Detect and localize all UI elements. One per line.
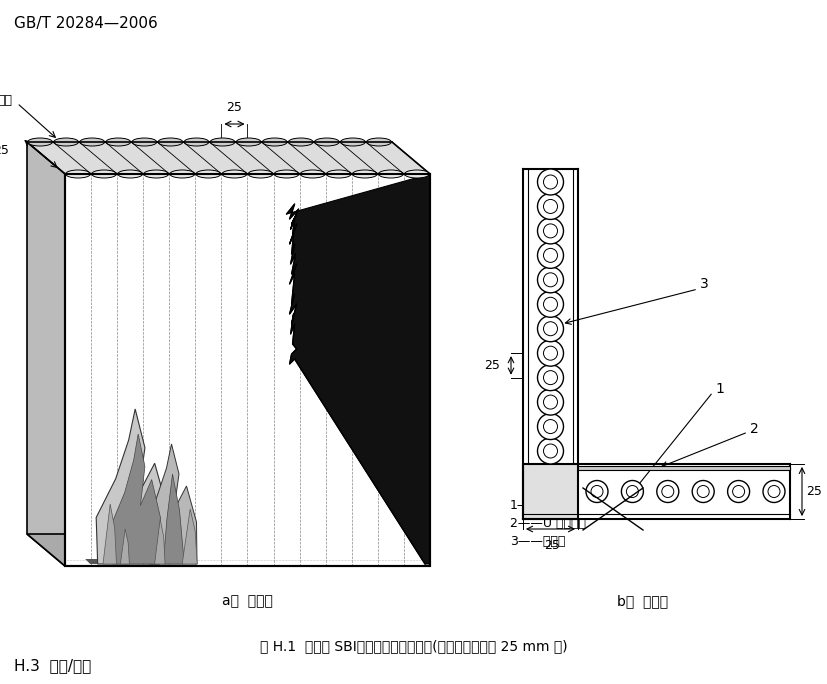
Circle shape: [543, 419, 557, 434]
Circle shape: [537, 169, 563, 195]
Ellipse shape: [54, 138, 79, 146]
Circle shape: [626, 486, 638, 497]
Circle shape: [656, 480, 678, 503]
Text: 25: 25: [484, 359, 500, 372]
Text: 25: 25: [227, 101, 242, 114]
Circle shape: [543, 298, 557, 311]
Circle shape: [537, 438, 563, 464]
Polygon shape: [163, 474, 184, 564]
Ellipse shape: [404, 170, 429, 178]
Circle shape: [696, 486, 709, 497]
Circle shape: [537, 316, 563, 342]
Circle shape: [537, 340, 563, 366]
Text: H.3  饰面/涂层: H.3 饰面/涂层: [14, 659, 91, 674]
Circle shape: [537, 242, 563, 268]
Text: 背板: 背板: [0, 94, 12, 107]
Polygon shape: [103, 504, 117, 564]
Ellipse shape: [326, 170, 351, 178]
Bar: [577, 466, 789, 470]
Ellipse shape: [366, 138, 391, 146]
Text: 3: 3: [699, 277, 708, 291]
Polygon shape: [27, 534, 429, 566]
Polygon shape: [182, 509, 197, 564]
Circle shape: [537, 365, 563, 391]
Ellipse shape: [131, 138, 156, 146]
Circle shape: [543, 248, 557, 263]
Circle shape: [543, 224, 557, 238]
Ellipse shape: [352, 170, 377, 178]
Circle shape: [543, 444, 557, 458]
Text: 1——燃烧器；: 1——燃烧器；: [509, 499, 572, 512]
Text: a）  前视图: a） 前视图: [222, 594, 273, 608]
Text: 25: 25: [805, 485, 821, 498]
Ellipse shape: [170, 170, 194, 178]
Ellipse shape: [117, 170, 142, 178]
Circle shape: [732, 486, 743, 497]
Circle shape: [767, 486, 779, 497]
Polygon shape: [85, 559, 190, 564]
Ellipse shape: [378, 170, 403, 178]
Polygon shape: [27, 142, 65, 566]
Text: b）  俧视图: b） 俧视图: [616, 594, 667, 608]
Circle shape: [543, 346, 557, 360]
Text: GB/T 20284—2006: GB/T 20284—2006: [14, 16, 158, 31]
Ellipse shape: [79, 138, 104, 146]
Circle shape: [537, 267, 563, 293]
Ellipse shape: [158, 138, 183, 146]
Circle shape: [537, 218, 563, 244]
Ellipse shape: [196, 170, 221, 178]
Circle shape: [537, 194, 563, 220]
Circle shape: [537, 389, 563, 415]
Circle shape: [537, 291, 563, 317]
Bar: [523, 464, 577, 519]
Ellipse shape: [314, 138, 339, 146]
Ellipse shape: [27, 138, 52, 146]
Circle shape: [543, 175, 557, 189]
Ellipse shape: [274, 170, 299, 178]
Ellipse shape: [210, 138, 235, 146]
Ellipse shape: [184, 138, 208, 146]
Polygon shape: [27, 142, 429, 174]
Text: 图 H.1  试件在 SBI装置中的安装示意图(隔热材料厚度为 25 mm 时): 图 H.1 试件在 SBI装置中的安装示意图(隔热材料厚度为 25 mm 时): [260, 639, 567, 653]
Circle shape: [691, 480, 714, 503]
Ellipse shape: [106, 138, 131, 146]
Circle shape: [543, 273, 557, 287]
Circle shape: [537, 414, 563, 440]
Ellipse shape: [248, 170, 273, 178]
Text: 2——U 型卡槽；: 2——U 型卡槽；: [509, 517, 586, 530]
Polygon shape: [111, 434, 160, 564]
Circle shape: [762, 480, 784, 503]
Circle shape: [620, 480, 643, 503]
Circle shape: [543, 321, 557, 336]
Ellipse shape: [236, 138, 261, 146]
Bar: [65, 174, 429, 566]
Polygon shape: [120, 529, 129, 564]
Ellipse shape: [300, 170, 325, 178]
Ellipse shape: [92, 170, 117, 178]
Bar: [65, 174, 429, 566]
Text: 3——背板。: 3——背板。: [509, 535, 565, 548]
Ellipse shape: [262, 138, 287, 146]
Polygon shape: [96, 409, 168, 564]
Circle shape: [543, 371, 557, 384]
Text: 25: 25: [544, 539, 560, 552]
Circle shape: [543, 200, 557, 213]
Ellipse shape: [340, 138, 365, 146]
Circle shape: [586, 480, 607, 503]
Ellipse shape: [222, 170, 246, 178]
Text: 25: 25: [0, 144, 9, 157]
Ellipse shape: [144, 170, 169, 178]
Polygon shape: [155, 519, 165, 564]
Text: 1: 1: [715, 382, 723, 396]
Circle shape: [661, 486, 673, 497]
Ellipse shape: [288, 138, 313, 146]
Text: 2: 2: [749, 422, 758, 436]
Ellipse shape: [65, 170, 90, 178]
Polygon shape: [141, 444, 197, 564]
Circle shape: [727, 480, 748, 503]
Circle shape: [590, 486, 602, 497]
Polygon shape: [286, 174, 429, 564]
Circle shape: [543, 395, 557, 409]
